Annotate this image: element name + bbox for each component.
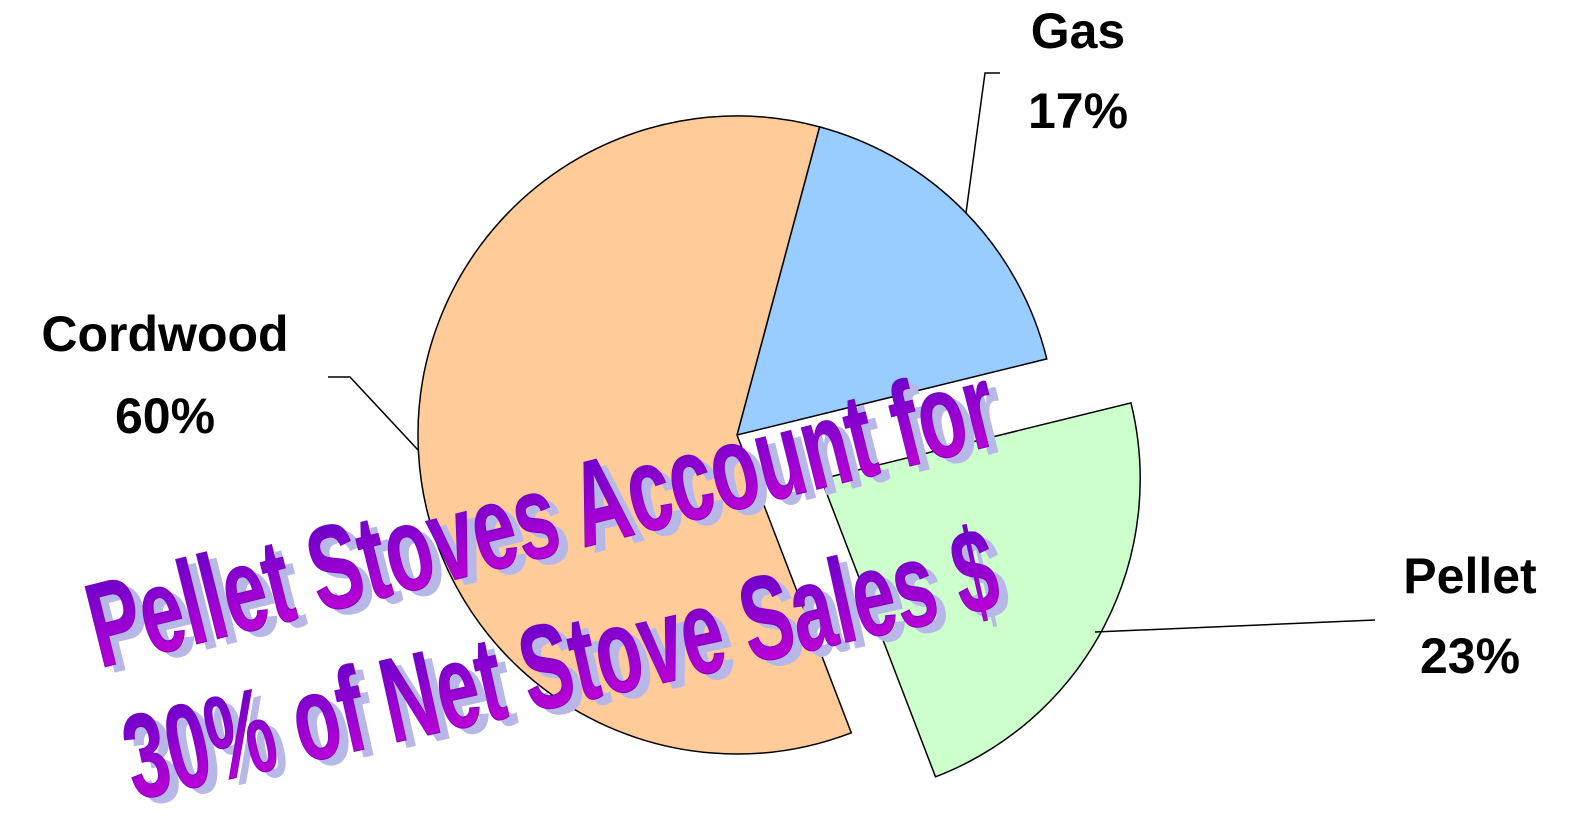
leader-line [328, 376, 419, 451]
slice-value-label: 23% [1420, 628, 1520, 684]
labels: Gas 17% Pellet 23% Cordwood 60% [41, 3, 1537, 684]
pie [417, 115, 1141, 778]
slice-value-label: 60% [115, 388, 215, 444]
slice-value-label: 17% [1028, 83, 1128, 139]
leader-line [965, 72, 1000, 214]
slice-label: Pellet [1403, 548, 1537, 604]
pie-slice [735, 125, 1048, 437]
pie-slice [820, 402, 1141, 778]
leader-line [1094, 619, 1376, 633]
pie-slice [417, 115, 853, 755]
slice-label: Gas [1031, 3, 1126, 59]
slice-label: Cordwood [41, 306, 288, 362]
leader-lines [328, 72, 1376, 633]
